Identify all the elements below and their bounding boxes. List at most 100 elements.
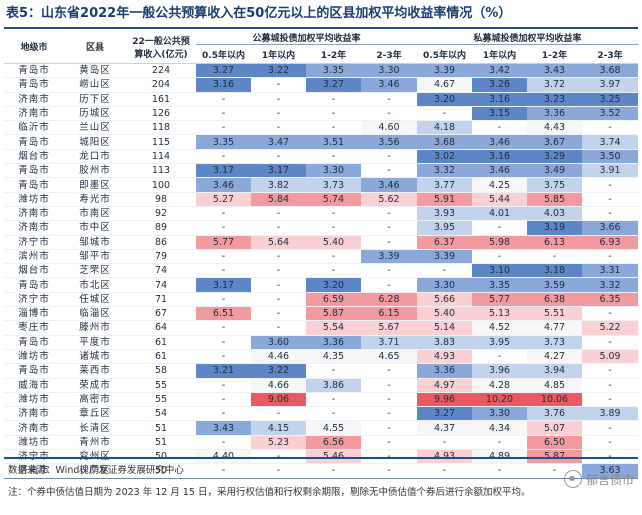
cell-yield: 3.35 — [196, 134, 251, 150]
cell-yield: 3.39 — [361, 249, 418, 265]
cell-yield: 3.66 — [582, 220, 639, 236]
cell-yield: 6.50 — [527, 435, 583, 451]
table-row: 青岛市 平度市 61-3.60 3.36 3.71 3.83 3.95 3.73- — [4, 335, 639, 350]
table-title: 表5：山东省2022年一般公共预算收入在50亿元以上的区县加权平均收益率情况（%… — [6, 6, 512, 21]
cell-yield: - — [306, 392, 361, 408]
cell-yield: - — [196, 463, 251, 479]
cell-revenue: 51 — [126, 435, 196, 451]
cell-yield: 3.19 — [527, 220, 583, 236]
source-note: 数据来源：Wind，广发证券发展研究中心 — [8, 465, 184, 476]
cell-yield: 5.64 — [251, 235, 306, 250]
cell-yield: 3.72 — [527, 77, 583, 93]
cell-yield: 3.16 — [472, 92, 528, 107]
cell-yield: - — [306, 463, 361, 479]
cell-yield: - — [251, 77, 306, 93]
cell-revenue: 161 — [126, 92, 196, 107]
cell-yield: - — [306, 363, 361, 379]
cell-city: 青岛市 — [4, 177, 64, 193]
cell-yield: 4.35 — [306, 349, 361, 365]
header-tenor: 0.5年以内 — [196, 44, 251, 64]
table-row: 潍坊市 诸城市 61-4.46 4.35 4.65 4.93-4.27 5.09 — [4, 349, 639, 365]
cell-yield: - — [472, 120, 528, 136]
cell-yield: - — [361, 235, 418, 250]
cell-yield: 6.51 — [196, 306, 251, 322]
cell-revenue: 115 — [126, 134, 196, 150]
cell-yield: - — [472, 435, 528, 451]
cell-yield: 5.23 — [251, 435, 306, 451]
cell-yield: - — [361, 220, 418, 236]
cell-county: 寿光市 — [64, 192, 126, 207]
cell-yield: 3.32 — [582, 277, 639, 293]
cell-county: 崂山区 — [64, 77, 126, 93]
cell-yield: - — [196, 120, 251, 136]
cell-yield: - — [417, 263, 473, 279]
cell-yield: - — [306, 92, 361, 107]
cell-yield: 3.91 — [582, 163, 639, 179]
cell-yield: 3.15 — [472, 106, 528, 122]
cell-yield: - — [527, 249, 583, 265]
cell-yield: - — [196, 406, 251, 422]
header-county: 区县 — [64, 30, 126, 64]
cell-yield: 3.76 — [527, 406, 583, 422]
cell-yield: 5.54 — [306, 320, 361, 336]
cell-yield: 3.71 — [361, 335, 418, 350]
cell-yield: - — [361, 92, 418, 107]
cell-county: 滕州市 — [64, 320, 126, 336]
table-row: 潍坊市 青州市 51-5.23 6.56- - -6.50- — [4, 435, 639, 451]
cell-yield: - — [306, 106, 361, 122]
cell-yield: 3.83 — [417, 335, 473, 350]
cell-yield: - — [251, 463, 306, 479]
cell-county: 邹平市 — [64, 249, 126, 265]
cell-county: 章丘区 — [64, 406, 126, 422]
cell-county: 临淄区 — [64, 306, 126, 322]
cell-yield: 5.07 — [527, 420, 583, 436]
cell-yield: 5.40 — [417, 306, 473, 322]
cell-city: 青岛市 — [4, 363, 64, 379]
cell-yield: - — [582, 435, 639, 451]
cell-yield: 4.27 — [527, 349, 583, 365]
cell-yield: 3.36 — [306, 335, 361, 350]
cell-yield: 5.46 — [306, 449, 361, 465]
cell-revenue: 74 — [126, 277, 196, 293]
cell-yield: 3.52 — [582, 106, 639, 122]
cell-revenue: 55 — [126, 392, 196, 408]
header-city: 地级市 — [4, 30, 64, 64]
cell-county: 高密市 — [64, 392, 126, 408]
cell-yield: 5.85 — [527, 192, 583, 207]
footnote: 注：个券中债估值日期为 2023 年 12 月 15 日，采用行权估值和行权剩余… — [8, 487, 531, 498]
cell-city: 潍坊市 — [4, 392, 64, 408]
cell-yield: 6.15 — [361, 306, 418, 322]
cell-yield: - — [361, 392, 418, 408]
cell-yield: 3.77 — [417, 177, 473, 193]
cell-yield: 3.89 — [582, 406, 639, 422]
cell-yield: 5.44 — [472, 192, 528, 207]
cell-yield: - — [472, 463, 528, 479]
cell-county: 槐荫区 — [64, 463, 126, 479]
cell-yield: 4.66 — [251, 378, 306, 393]
cell-yield: - — [251, 206, 306, 222]
cell-county: 平度市 — [64, 335, 126, 350]
cell-yield: - — [361, 449, 418, 465]
cell-yield: - — [251, 120, 306, 136]
cell-city: 济南市 — [4, 92, 64, 107]
cell-yield: - — [582, 249, 639, 265]
cell-city: 滨州市 — [4, 249, 64, 265]
cell-yield: 6.37 — [417, 235, 473, 250]
cell-yield: - — [472, 349, 528, 365]
cell-yield: - — [196, 292, 251, 308]
cell-yield: 3.10 — [472, 263, 528, 279]
cell-county: 芝罘区 — [64, 263, 126, 279]
cell-yield: - — [361, 406, 418, 422]
cell-revenue: 55 — [126, 378, 196, 393]
cell-yield: 3.67 — [527, 134, 583, 150]
cell-yield: 3.20 — [306, 277, 361, 293]
cell-yield: - — [361, 106, 418, 122]
table-row: 滨州市 邹平市 79- - -3.39 3.39- - - — [4, 249, 639, 265]
cell-yield: - — [582, 363, 639, 379]
cell-yield: 3.32 — [417, 163, 473, 179]
cell-revenue: 98 — [126, 192, 196, 207]
cell-yield: 3.82 — [251, 177, 306, 193]
cell-yield: - — [251, 106, 306, 122]
header-tenor: 1-2年 — [306, 44, 361, 64]
cell-yield: - — [582, 392, 639, 408]
